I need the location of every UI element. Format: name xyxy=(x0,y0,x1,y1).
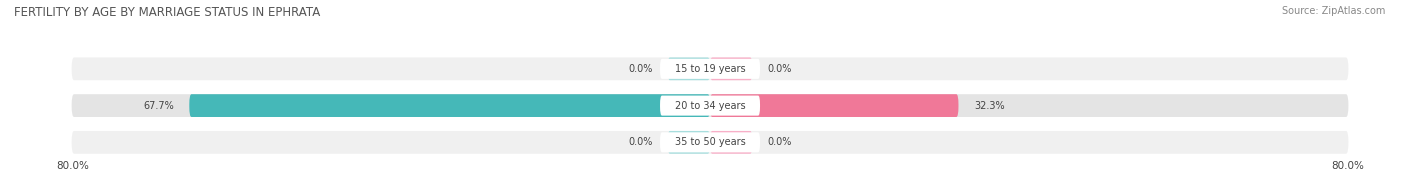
Text: 0.0%: 0.0% xyxy=(628,64,652,74)
Text: 35 to 50 years: 35 to 50 years xyxy=(675,137,745,147)
FancyBboxPatch shape xyxy=(710,131,752,154)
FancyBboxPatch shape xyxy=(72,131,1348,154)
FancyBboxPatch shape xyxy=(659,96,761,116)
FancyBboxPatch shape xyxy=(659,59,761,79)
Text: 0.0%: 0.0% xyxy=(768,137,792,147)
Text: 20 to 34 years: 20 to 34 years xyxy=(675,101,745,111)
Text: 80.0%: 80.0% xyxy=(1331,161,1364,171)
Text: 67.7%: 67.7% xyxy=(143,101,174,111)
Text: Source: ZipAtlas.com: Source: ZipAtlas.com xyxy=(1281,6,1385,16)
Text: 32.3%: 32.3% xyxy=(974,101,1004,111)
FancyBboxPatch shape xyxy=(710,57,752,80)
FancyBboxPatch shape xyxy=(190,94,710,117)
FancyBboxPatch shape xyxy=(72,94,1348,117)
FancyBboxPatch shape xyxy=(659,132,761,152)
Text: 0.0%: 0.0% xyxy=(628,137,652,147)
FancyBboxPatch shape xyxy=(72,57,1348,80)
Text: FERTILITY BY AGE BY MARRIAGE STATUS IN EPHRATA: FERTILITY BY AGE BY MARRIAGE STATUS IN E… xyxy=(14,6,321,19)
Text: 0.0%: 0.0% xyxy=(768,64,792,74)
FancyBboxPatch shape xyxy=(668,57,710,80)
Text: 80.0%: 80.0% xyxy=(56,161,89,171)
Text: 15 to 19 years: 15 to 19 years xyxy=(675,64,745,74)
FancyBboxPatch shape xyxy=(710,94,959,117)
FancyBboxPatch shape xyxy=(668,131,710,154)
